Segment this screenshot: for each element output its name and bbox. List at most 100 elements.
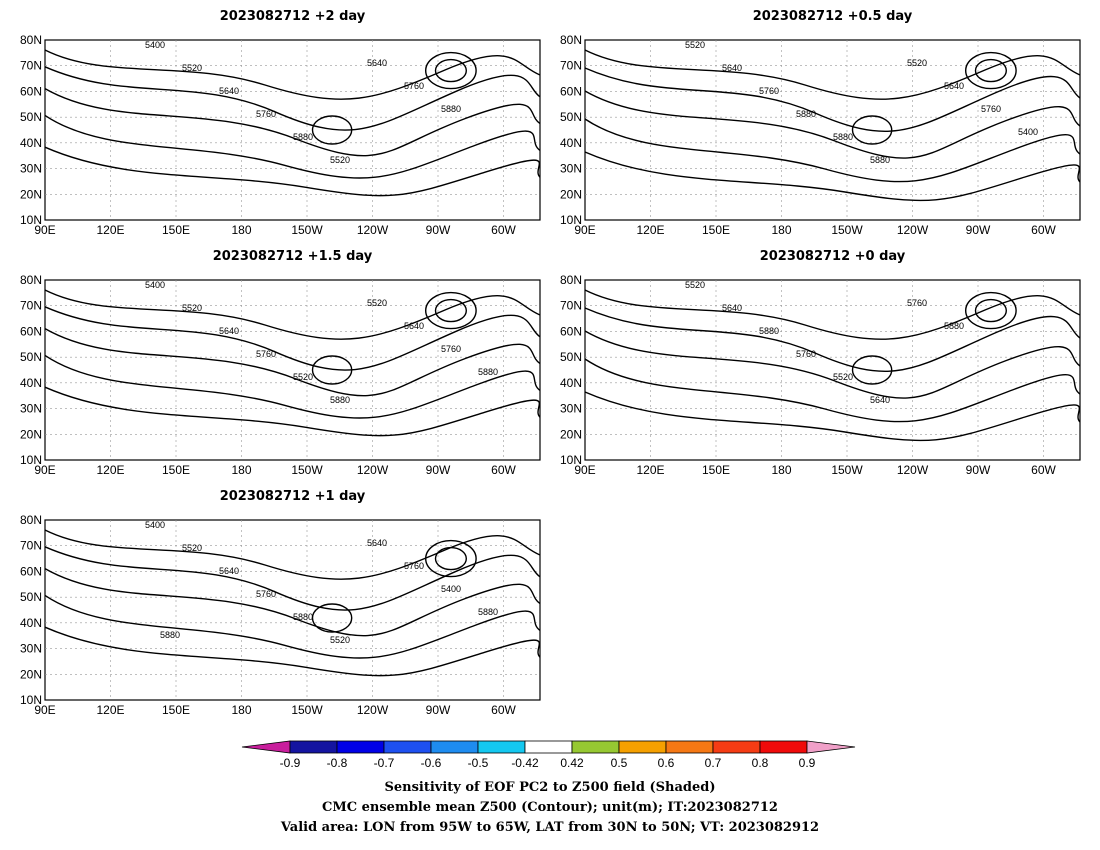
lon-tick-label: 90W (426, 463, 451, 477)
map-panel: 2023082712 +2 day 5400 5520 5640 5760 5880 552… (20, 9, 541, 237)
contour-label: 5640 (367, 538, 387, 548)
colorbar-tick-label: 0.7 (705, 756, 722, 770)
caption-line-2: CMC ensemble mean Z500 (Contour); unit(m… (322, 800, 778, 815)
contour-label: 5400 (441, 584, 461, 594)
colorbar-segment (430, 740, 479, 754)
contour-label: 5760 (256, 109, 276, 119)
lon-tick-label: 90W (426, 703, 451, 717)
colorbar-segment (665, 740, 714, 754)
lon-tick-label: 120E (636, 223, 664, 237)
z500-contour (44, 594, 541, 659)
colorbar-segment (477, 740, 526, 754)
colorbar-segment (524, 740, 573, 754)
colorbar-tick-label: -0.42 (511, 756, 539, 770)
lat-tick-label: 40N (20, 136, 42, 150)
lon-tick-label: 120W (357, 463, 389, 477)
closed-contour (434, 298, 467, 323)
caption: Sensitivity of EOF PC2 to Z500 field (Sh… (280, 780, 819, 835)
contour-label: 5640 (367, 58, 387, 68)
contour-label: 5640 (219, 86, 239, 96)
lat-tick-label: 10N (20, 213, 42, 227)
z500-contour (584, 330, 1081, 399)
closed-contour (424, 291, 477, 330)
contour-lines (584, 289, 1081, 442)
contour-label: 5880 (478, 607, 498, 617)
closed-contour (434, 546, 467, 571)
lon-tick-label: 180 (771, 463, 791, 477)
contour-lines (44, 49, 541, 197)
colorbar-segment (289, 740, 338, 754)
lat-tick-label: 80N (20, 273, 42, 287)
lat-tick-label: 40N (20, 616, 42, 630)
contour-label: 5640 (722, 303, 742, 313)
z500-contour (44, 327, 541, 397)
colorbar-tick-label: -0.5 (468, 756, 489, 770)
z500-contour (44, 529, 541, 580)
contour-label: 5880 (833, 132, 853, 142)
lat-tick-label: 70N (560, 59, 582, 73)
lon-tick-label: 120W (357, 703, 389, 717)
closed-contour (311, 603, 353, 633)
contour-lines (44, 529, 541, 677)
contour-label: 5400 (145, 520, 165, 530)
lat-tick-label: 40N (560, 376, 582, 390)
lon-tick-label: 120W (897, 223, 929, 237)
lon-tick-label: 120E (636, 463, 664, 477)
z500-contour (584, 391, 1081, 442)
lat-tick-label: 20N (560, 427, 582, 441)
map-frame (44, 519, 541, 701)
closed-contour (424, 51, 477, 90)
closed-contour (311, 355, 353, 385)
contour-label: 5880 (944, 321, 964, 331)
contour-lines (44, 289, 541, 437)
lat-tick-label: 50N (20, 350, 42, 364)
lon-tick-label: 90E (34, 223, 55, 237)
colorbar-tick-label: 0.9 (799, 756, 816, 770)
contour-label: 5520 (367, 298, 387, 308)
z500-contour (584, 358, 1081, 423)
contour-label: 5880 (870, 155, 890, 165)
lon-tick-label: 90E (574, 463, 595, 477)
lon-tick-label: 150W (291, 463, 323, 477)
z500-contour (44, 66, 541, 131)
z500-contour (44, 386, 541, 437)
lat-tick-label: 50N (560, 350, 582, 364)
lat-tick-label: 50N (20, 110, 42, 124)
lat-tick-label: 10N (560, 213, 582, 227)
contour-label: 5880 (293, 612, 313, 622)
contour-label: 5880 (293, 132, 313, 142)
z500-contour (584, 118, 1081, 183)
closed-contour (974, 58, 1007, 83)
lon-tick-label: 60W (491, 703, 516, 717)
lat-tick-label: 10N (20, 453, 42, 467)
map-panel: 2023082712 +1 day 5400 5520 5640 5760 5880 552… (20, 489, 541, 717)
contour-label: 5880 (330, 395, 350, 405)
lon-tick-label: 60W (491, 223, 516, 237)
lon-tick-label: 150W (291, 703, 323, 717)
z500-contour (584, 67, 1081, 132)
panel-title: 2023082712 +0 day (760, 249, 906, 264)
colorbar-arrow-left (241, 740, 291, 754)
lon-tick-label: 60W (1031, 463, 1056, 477)
lon-tick-label: 150E (162, 463, 190, 477)
caption-line-3: Valid area: LON from 95W to 65W, LAT fro… (280, 820, 819, 835)
contour-label: 5880 (160, 630, 180, 640)
colorbar: -0.9 -0.8 -0.7 -0.6 -0.5 -0.42 0.42 0.5 0.6 0.7 0.… (241, 740, 856, 770)
lon-tick-label: 120W (357, 223, 389, 237)
lat-tick-label: 30N (560, 402, 582, 416)
lon-tick-label: 120E (96, 703, 124, 717)
z500-contour (584, 307, 1081, 372)
contour-label: 5880 (796, 109, 816, 119)
lat-tick-label: 50N (560, 110, 582, 124)
contour-label: 5400 (145, 280, 165, 290)
z500-contour (44, 146, 541, 197)
closed-contour (974, 298, 1007, 323)
contour-label: 5880 (441, 104, 461, 114)
contour-label: 5400 (145, 40, 165, 50)
contour-label: 5400 (1018, 127, 1038, 137)
lon-tick-label: 60W (491, 463, 516, 477)
colorbar-tick-label: 0.6 (658, 756, 675, 770)
contour-label: 5760 (981, 104, 1001, 114)
closed-contour (964, 291, 1017, 330)
colorbar-tick-label: 0.42 (560, 756, 584, 770)
